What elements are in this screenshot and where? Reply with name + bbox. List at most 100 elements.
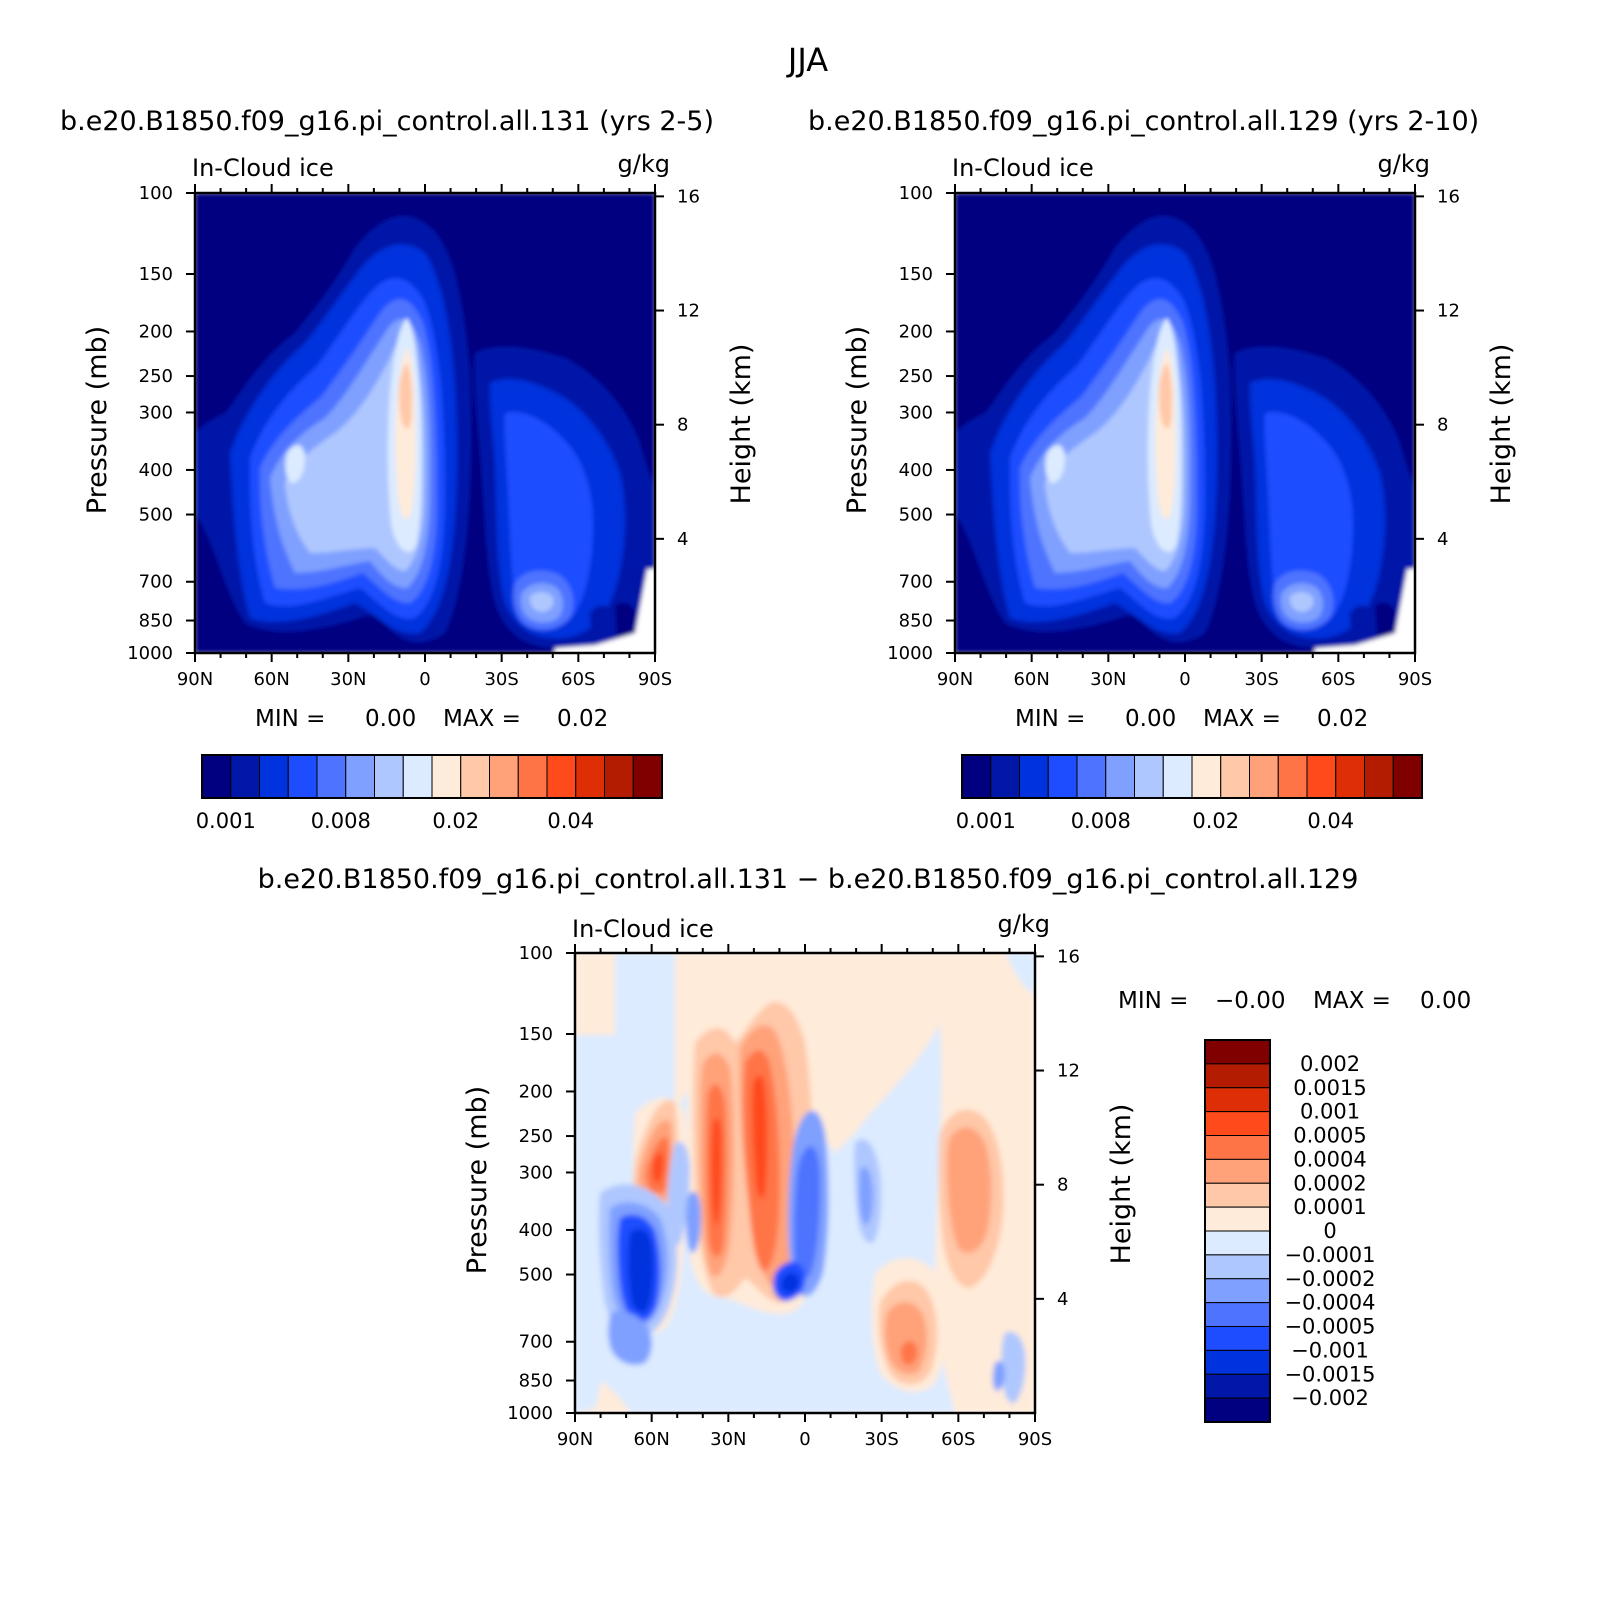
y-right-tick-label: 4 xyxy=(677,529,688,550)
colorbar-label: −0.001 xyxy=(1291,1338,1369,1362)
x-tick-label: 60S xyxy=(561,669,595,690)
colorbar-swatch xyxy=(431,754,462,799)
colorbar-label: −0.002 xyxy=(1291,1386,1369,1410)
colorbar-swatch xyxy=(546,754,577,799)
colorbar-vertical: 0.0020.00150.0010.00050.00040.00020.0001… xyxy=(1204,1039,1376,1423)
season-title: JJA xyxy=(786,41,828,79)
colorbar-swatch xyxy=(1204,1039,1271,1065)
colorbar-swatch xyxy=(1204,1326,1271,1351)
x-tick-label: 60N xyxy=(633,1429,669,1450)
x-tick-label: 30S xyxy=(864,1429,898,1450)
colorbar-swatch xyxy=(374,754,404,799)
colorbar-swatch xyxy=(1019,754,1049,799)
y-tick-label: 250 xyxy=(519,1126,553,1147)
panel-title: b.e20.B1850.f09_g16.pi_control.all.131 (… xyxy=(60,106,714,137)
y-right-tick-label: 4 xyxy=(1057,1289,1068,1310)
colorbar-swatch xyxy=(632,754,663,799)
x-axis: 90N 60N 30N 0 30S 60S 90S xyxy=(557,944,1052,1450)
colorbar-label: 0.0004 xyxy=(1293,1147,1366,1171)
colorbar-swatch xyxy=(961,754,992,799)
heatmap-area xyxy=(955,193,1415,653)
colorbar-swatch xyxy=(1134,754,1164,799)
y-right-tick-label: 8 xyxy=(677,415,688,436)
colorbar-label: 0.0005 xyxy=(1293,1124,1366,1148)
colorbar-label: 0.04 xyxy=(547,809,594,833)
colorbar-frame xyxy=(1204,1039,1271,1423)
min-label: MIN = xyxy=(1118,988,1188,1014)
colorbar-swatch xyxy=(1204,1206,1271,1232)
colorbar-swatch xyxy=(1204,1254,1271,1280)
y-right-tick-label: 12 xyxy=(1057,1061,1080,1082)
colorbar-swatch xyxy=(1204,1397,1271,1423)
y-axis-label: Pressure (mb) xyxy=(462,1086,493,1274)
x-tick-label: 90N xyxy=(937,669,973,690)
colorbar-swatch xyxy=(1220,754,1250,799)
y-tick-label: 850 xyxy=(899,611,933,632)
panel-model-129: b.e20.B1850.f09_g16.pi_control.all.129 (… xyxy=(808,106,1517,833)
colorbar-swatch xyxy=(201,754,232,799)
y-tick-label: 100 xyxy=(899,183,933,204)
colorbar-label: 0.0002 xyxy=(1293,1171,1366,1195)
x-tick-label: 90S xyxy=(1398,669,1432,690)
x-tick-label: 60N xyxy=(253,669,289,690)
subtitle-left: In-Cloud ice xyxy=(192,154,334,182)
y-right-tick-label: 8 xyxy=(1437,415,1448,436)
colorbar-label: −0.0015 xyxy=(1284,1362,1375,1386)
panel-title: b.e20.B1850.f09_g16.pi_control.all.131 −… xyxy=(258,864,1359,895)
y-tick-label: 500 xyxy=(899,505,933,526)
colorbar-swatch xyxy=(1162,754,1193,799)
colorbar-swatch xyxy=(1392,754,1423,799)
max-label: MAX = xyxy=(1313,988,1391,1014)
colorbar-label: 0.001 xyxy=(196,809,256,833)
max-label: MAX = xyxy=(443,706,521,732)
y-tick-label: 200 xyxy=(899,321,933,342)
y-tick-label: 1000 xyxy=(887,643,933,664)
colorbar-swatch xyxy=(1204,1135,1271,1160)
colorbar-label: −0.0002 xyxy=(1284,1267,1375,1291)
y-right-tick-label: 4 xyxy=(1437,529,1448,550)
x-axis: 90N 60N 30N 0 30S 60S 90S xyxy=(177,184,672,690)
colorbar-swatch xyxy=(1364,754,1394,799)
colorbar-swatch xyxy=(1306,754,1337,799)
colorbar-swatch xyxy=(1335,754,1365,799)
colorbar-swatch xyxy=(1204,1087,1271,1113)
max-value: 0.02 xyxy=(1317,706,1368,732)
min-value: −0.00 xyxy=(1215,988,1285,1014)
y-tick-label: 400 xyxy=(139,460,173,481)
subtitle-left: In-Cloud ice xyxy=(952,154,1094,182)
colorbar-label: 0.04 xyxy=(1307,809,1354,833)
y-tick-label: 850 xyxy=(139,611,173,632)
colorbar-swatch xyxy=(402,754,433,799)
panel-difference: b.e20.B1850.f09_g16.pi_control.all.131 −… xyxy=(258,864,1472,1450)
colorbar: 0.001 0.008 0.02 0.04 xyxy=(956,754,1423,833)
y-right-tick-label: 8 xyxy=(1057,1175,1068,1196)
x-tick-label: 90S xyxy=(638,669,672,690)
y-axis-label: Pressure (mb) xyxy=(842,326,873,514)
x-tick-label: 30N xyxy=(330,669,366,690)
y-tick-label: 1000 xyxy=(507,1403,553,1424)
colorbar-label: 0.001 xyxy=(1300,1100,1360,1124)
heatmap-area xyxy=(195,193,655,653)
y-axis: 100 150 200 250 300 400 500 700 850 1000 16 12 8 4 xyxy=(887,183,1460,664)
y-axis: 100 150 200 250 300 400 500 700 850 1000 16 12 8 4 xyxy=(127,183,700,664)
colorbar-label: 0.001 xyxy=(956,809,1016,833)
heatmap-area xyxy=(575,953,1035,1413)
colorbar-swatch xyxy=(1277,754,1308,799)
colorbar-swatch xyxy=(990,754,1020,799)
x-tick-label: 0 xyxy=(419,669,430,690)
colorbar-swatch xyxy=(1076,754,1107,799)
colorbar-swatch xyxy=(316,754,347,799)
y-right-axis-label: Height (km) xyxy=(726,344,757,505)
y-axis-label: Pressure (mb) xyxy=(82,326,113,514)
y-tick-label: 1000 xyxy=(127,643,173,664)
colorbar-swatch xyxy=(1105,754,1135,799)
colorbar-label: −0.0001 xyxy=(1284,1243,1375,1267)
min-value: 0.00 xyxy=(1125,706,1176,732)
colorbar-swatch xyxy=(575,754,605,799)
colorbar-swatch xyxy=(230,754,260,799)
x-tick-label: 90N xyxy=(557,1429,593,1450)
panel-title: b.e20.B1850.f09_g16.pi_control.all.129 (… xyxy=(808,106,1479,137)
max-value: 0.00 xyxy=(1420,988,1471,1014)
x-tick-label: 30S xyxy=(1244,669,1278,690)
